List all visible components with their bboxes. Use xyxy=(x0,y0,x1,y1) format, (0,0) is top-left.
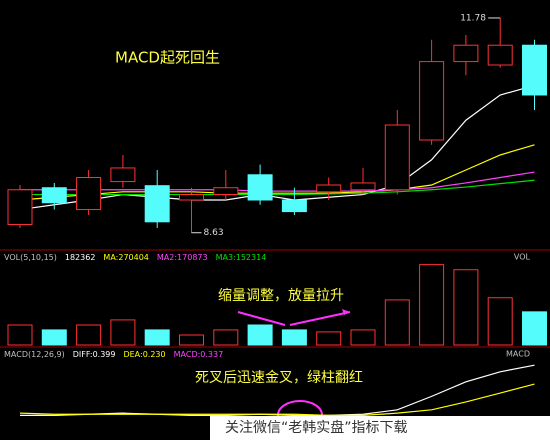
candle-body xyxy=(76,177,102,211)
volume-bar xyxy=(179,334,204,346)
volume-bar xyxy=(281,329,307,346)
watermark: 关注微信“老韩实盘”指标下载 xyxy=(225,419,408,436)
header-item: DEA:0.230 xyxy=(123,350,165,359)
macd-header-right: MACD xyxy=(506,350,530,359)
volume-bar xyxy=(110,319,136,346)
high-label: 11.78 xyxy=(460,13,486,23)
volume-bar xyxy=(522,311,547,346)
header-item: MACD:0.337 xyxy=(174,350,224,359)
vol-header-right: VOL xyxy=(514,253,531,262)
annotation: 缩量调整，放量拉升 xyxy=(218,288,344,304)
header-item: DIFF:0.399 xyxy=(73,350,116,359)
candle-body xyxy=(316,184,342,193)
volume-bar xyxy=(419,264,445,346)
volume-bar xyxy=(213,329,239,346)
volume-bar xyxy=(41,329,67,346)
volume-bar xyxy=(144,329,170,346)
ma-line xyxy=(19,84,535,211)
volume-bar xyxy=(487,297,513,346)
header-item: VOL(5,10,15) xyxy=(4,253,57,262)
header-item: MA:270404 xyxy=(103,253,148,262)
marks: 11.78 8.63 xyxy=(7,13,547,416)
candle-body xyxy=(247,174,273,201)
candle-body xyxy=(350,182,376,191)
volume-bar xyxy=(7,324,33,346)
ma-line xyxy=(20,179,535,196)
chart-title: MACD起死回生 xyxy=(115,49,220,67)
candle-body xyxy=(144,185,170,223)
macd-header: MACD(12,26,9) DIFF:0.399 DEA:0.230 MACD:0.3… xyxy=(4,350,223,359)
header-item: MA3:152314 xyxy=(216,253,267,262)
candle-body xyxy=(384,124,410,191)
candle-body xyxy=(419,61,445,141)
candle-body xyxy=(487,44,513,66)
candle-body xyxy=(179,194,204,201)
annotation-arrow-head xyxy=(342,309,350,315)
candle-body xyxy=(522,44,547,96)
volume-bar xyxy=(453,269,479,346)
header-item: 182362 xyxy=(65,253,96,262)
vol-header: VOL(5,10,15) 182362 MA:270404 MA2:170873 MA3… xyxy=(4,253,266,262)
candle-body xyxy=(110,167,136,183)
ma-line xyxy=(19,144,535,201)
volume-bar xyxy=(384,299,410,346)
volume-bar xyxy=(247,324,273,346)
volume-bar xyxy=(316,331,342,346)
candle-body xyxy=(7,189,33,226)
volume-bar xyxy=(350,329,376,346)
candle-body xyxy=(281,199,307,213)
watermark-bar xyxy=(210,416,550,440)
low-label: 8.63 xyxy=(204,228,224,238)
candle-body xyxy=(453,44,479,63)
annotation: 死叉后迅速金叉，绿柱翻红 xyxy=(195,370,363,386)
candle-body xyxy=(213,187,239,196)
volume-bar xyxy=(76,324,102,346)
ma-line xyxy=(20,171,535,192)
candle-body xyxy=(41,187,67,204)
macd-line xyxy=(19,383,535,416)
header-item: MACD(12,26,9) xyxy=(4,350,65,359)
header-item: MA2:170873 xyxy=(157,253,208,262)
annotation-arrow xyxy=(237,311,351,326)
